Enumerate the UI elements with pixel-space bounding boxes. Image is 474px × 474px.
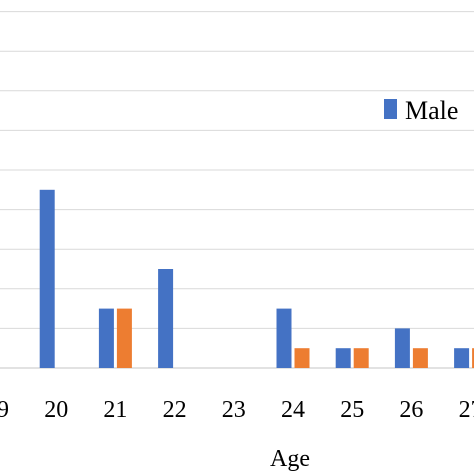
bar-series1-21 (98, 308, 114, 368)
bar-series1-22 (158, 269, 174, 368)
gridlines (0, 11, 474, 329)
x-tick-label: 27 (459, 397, 474, 423)
x-tick-label: 26 (399, 397, 423, 423)
bar-series1-24 (276, 308, 292, 368)
bar-series2-24 (294, 348, 310, 368)
x-tick-label: 25 (340, 397, 364, 423)
bar-series1-20 (39, 189, 55, 368)
bar-series1-27 (454, 348, 470, 368)
bars (39, 189, 474, 368)
x-tick-label: 23 (222, 397, 246, 423)
bar-series2-21 (116, 308, 132, 368)
bar-series2-26 (412, 348, 428, 368)
legend: Male (384, 96, 458, 125)
x-tick-label: 24 (281, 397, 305, 423)
bar-series2-25 (353, 348, 369, 368)
x-tick-label: 20 (44, 397, 68, 423)
x-tick-label: 22 (163, 397, 187, 423)
x-tick-label: 19 (0, 397, 9, 423)
bar-series1-25 (335, 348, 351, 368)
x-tick-labels: 19 20 21 22 23 24 25 26 27 (0, 397, 474, 423)
bar-series2-27 (472, 348, 474, 368)
legend-label-male: Male (405, 96, 458, 125)
x-tick-label: 21 (103, 397, 127, 423)
legend-swatch-male (384, 99, 397, 119)
x-axis-title: Age (270, 446, 310, 472)
bar-series1-26 (394, 328, 410, 368)
